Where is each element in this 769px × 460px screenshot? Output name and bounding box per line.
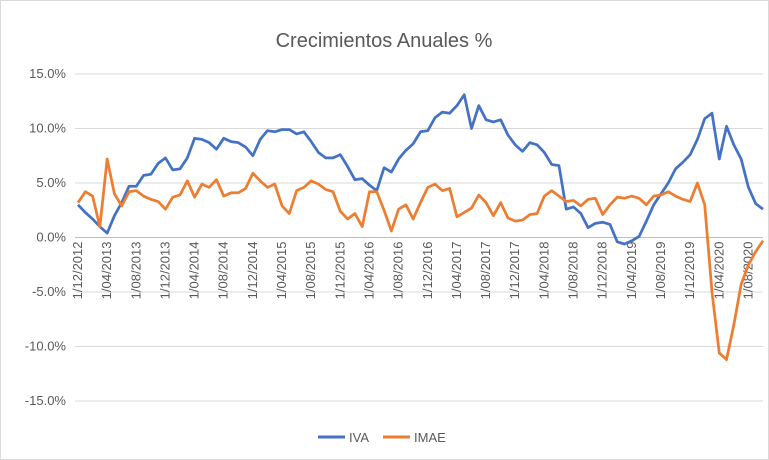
x-tick-label: 1/12/2015 <box>332 242 347 300</box>
x-tick-label: 1/08/2019 <box>653 242 668 300</box>
x-tick-label: 1/12/2013 <box>157 242 172 300</box>
x-tick-label: 1/04/2014 <box>187 242 202 300</box>
legend-label: IMAE <box>414 430 446 445</box>
x-tick-label: 1/08/2020 <box>740 242 755 300</box>
x-tick-label: 1/04/2013 <box>99 242 114 300</box>
legend-label: IVA <box>349 430 369 445</box>
x-tick-label: 1/08/2018 <box>566 242 581 300</box>
x-tick-label: 1/08/2013 <box>128 242 143 300</box>
x-tick-label: 1/12/2017 <box>507 242 522 300</box>
x-tick-label: 1/12/2019 <box>682 242 697 300</box>
x-tick-label: 1/04/2017 <box>449 242 464 300</box>
series-line <box>77 93 764 246</box>
series-line <box>76 157 765 361</box>
x-tick-label: 1/04/2015 <box>274 242 289 300</box>
y-tick-label: 0.0% <box>36 230 66 245</box>
x-tick-label: 1/08/2014 <box>216 242 231 300</box>
x-tick-label: 1/12/2012 <box>70 242 85 300</box>
x-tick-label: 1/04/2020 <box>711 242 726 300</box>
chart-title: Crecimientos Anuales % <box>276 30 493 52</box>
x-tick-label: 1/12/2014 <box>245 242 260 300</box>
x-tick-label: 1/08/2015 <box>303 242 318 300</box>
y-tick-label: 5.0% <box>36 175 66 190</box>
x-tick-label: 1/04/2019 <box>624 242 639 300</box>
y-tick-label: 15.0% <box>29 66 66 81</box>
x-tick-label: 1/04/2018 <box>536 242 551 300</box>
x-tick-label: 1/04/2016 <box>361 242 376 300</box>
x-tick-label: 1/12/2018 <box>595 242 610 300</box>
y-tick-label: -10.0% <box>25 339 67 354</box>
x-tick-label: 1/08/2017 <box>478 241 493 299</box>
y-tick-label: 10.0% <box>29 121 66 136</box>
x-tick-label: 1/12/2016 <box>420 242 435 300</box>
x-tick-label: 1/08/2016 <box>391 242 406 300</box>
y-tick-label: -15.0% <box>25 393 67 408</box>
y-tick-label: -5.0% <box>32 284 66 299</box>
